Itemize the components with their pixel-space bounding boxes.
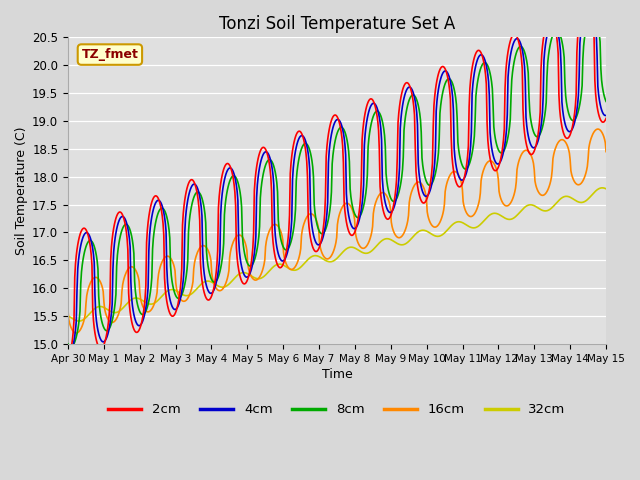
Y-axis label: Soil Temperature (C): Soil Temperature (C): [15, 126, 28, 255]
Legend: 2cm, 4cm, 8cm, 16cm, 32cm: 2cm, 4cm, 8cm, 16cm, 32cm: [103, 398, 571, 421]
Text: TZ_fmet: TZ_fmet: [81, 48, 138, 61]
X-axis label: Time: Time: [322, 368, 353, 381]
Title: Tonzi Soil Temperature Set A: Tonzi Soil Temperature Set A: [219, 15, 455, 33]
